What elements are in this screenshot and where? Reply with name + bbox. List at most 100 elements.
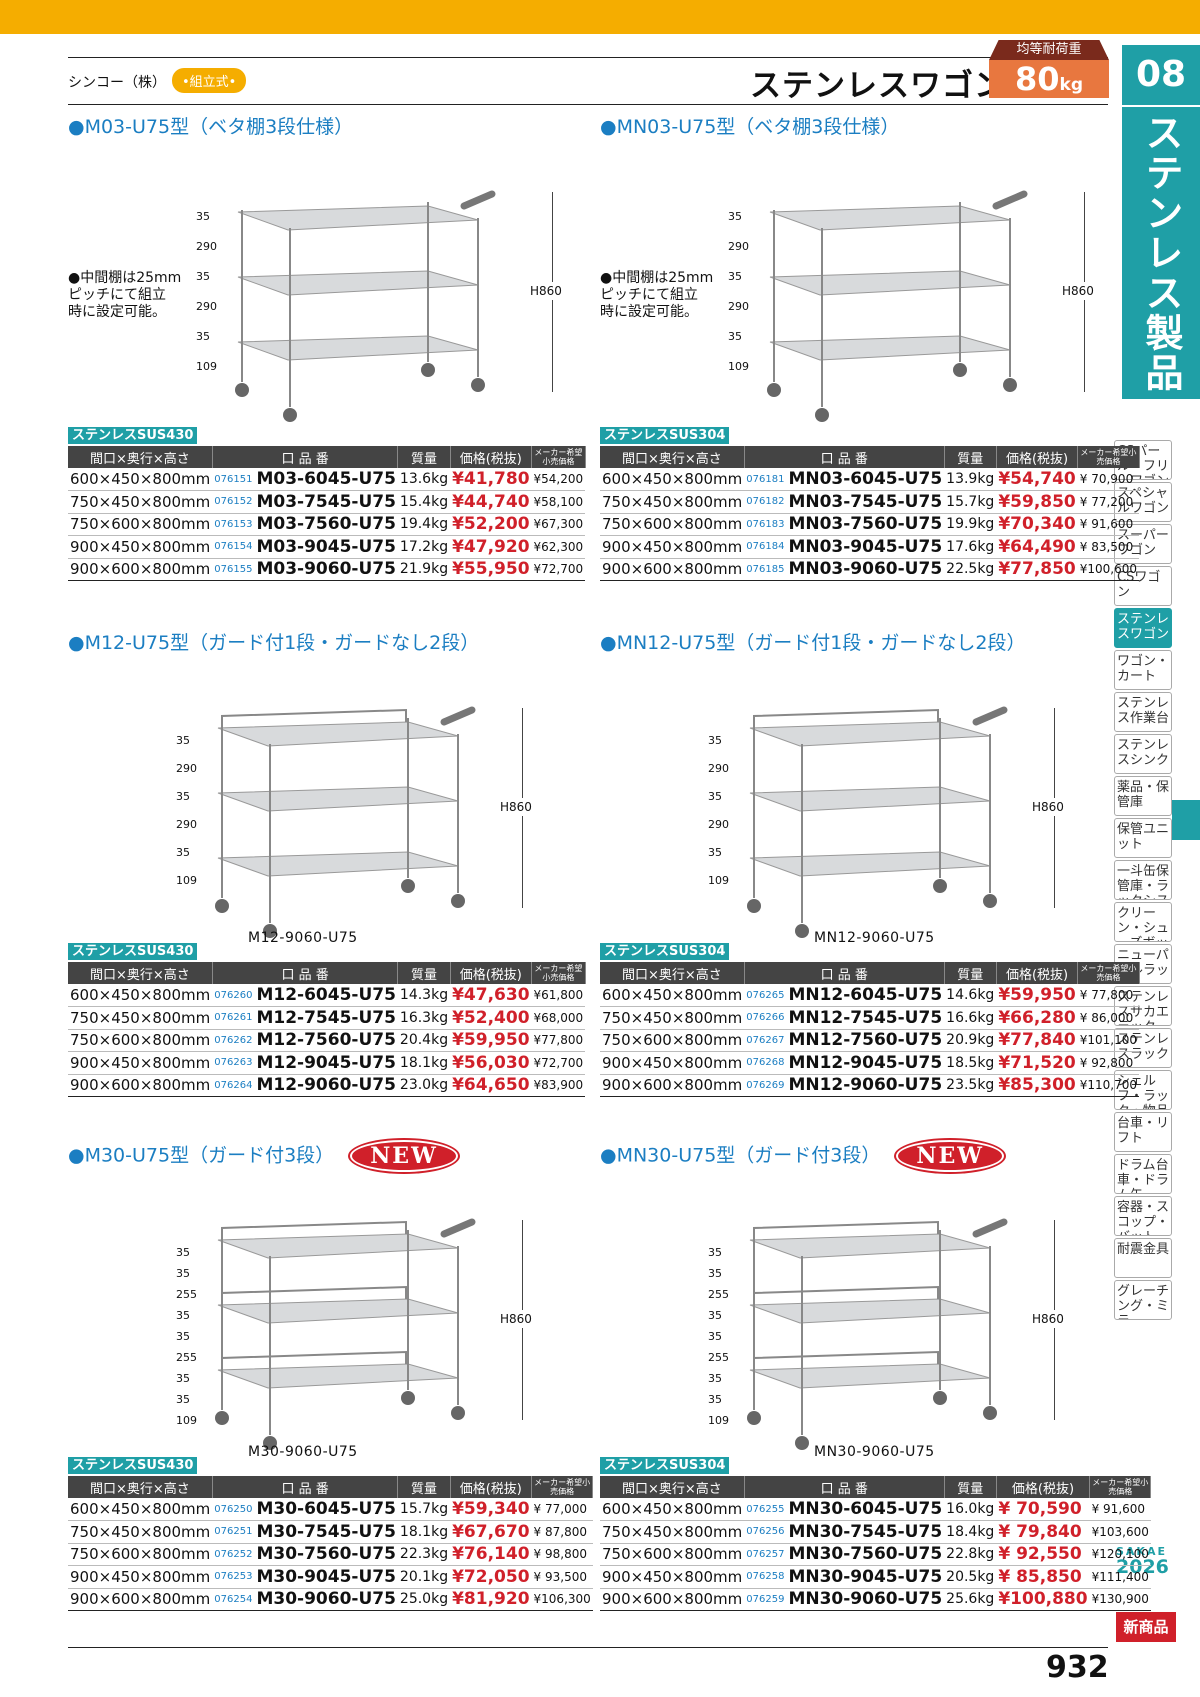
retail-cell: ¥106,300 [531, 1588, 593, 1611]
retail-cell: ¥103,600 [1089, 1520, 1151, 1544]
code-cell: 076264 [212, 1074, 255, 1097]
product-block: ●MN12-U75型（ガード付1段・ガードなし2段） 35 290 35 290 35 10… [600, 628, 1110, 1168]
model-caption: M12-9060-U75 [248, 930, 358, 946]
dimension-label: 35 [708, 734, 722, 747]
side-index-item[interactable]: 薬品・保管庫 [1114, 776, 1172, 816]
weight-cell: 22.8kg [944, 1543, 997, 1566]
price-cell: ¥ 70,590 [996, 1498, 1090, 1521]
load-capacity-value: 80kg [989, 60, 1109, 98]
model-cell: MN12-9045-U75 [786, 1051, 945, 1075]
side-index-item[interactable]: ステンレスワゴン [1114, 608, 1172, 648]
side-index-item[interactable]: 耐震金具 [1114, 1238, 1172, 1278]
dimension-label: 109 [176, 874, 197, 887]
size-cell: 600×450×800mm [68, 984, 213, 1007]
dimension-label: 290 [728, 240, 749, 253]
table-row: 900×450×800mm 076253 M30-9045-U75 20.1kg… [68, 1565, 593, 1589]
spec-table: 間口×奥行×高さ 口 品 番 質量 価格(税抜) メーカー希望小売価格 600×… [68, 962, 586, 1097]
side-index-item[interactable]: 台車・リフト [1114, 1112, 1172, 1152]
price-cell: ¥59,950 [996, 984, 1078, 1007]
table-row: 600×450×800mm 076260 M12-6045-U75 14.3kg… [68, 984, 586, 1007]
side-index-item[interactable]: ワゴン・カート [1114, 650, 1172, 690]
side-index-item[interactable]: ステンレス作業台 [1114, 692, 1172, 732]
model-cell: M30-9045-U75 [254, 1565, 398, 1589]
dimension-label: 290 [708, 818, 729, 831]
weight-cell: 16.0kg [944, 1498, 997, 1521]
size-cell: 750×600×800mm [600, 513, 745, 536]
weight-cell: 18.5kg [944, 1051, 997, 1075]
weight-cell: 13.9kg [944, 468, 997, 491]
weight-cell: 15.4kg [397, 490, 451, 514]
price-cell: ¥59,850 [996, 490, 1078, 514]
size-cell: 750×450×800mm [68, 490, 213, 514]
model-cell: MN30-7560-U75 [786, 1543, 945, 1566]
retail-cell: ¥130,900 [1089, 1588, 1151, 1611]
code-cell: 076268 [744, 1051, 787, 1075]
code-cell: 076155 [212, 558, 255, 581]
table-row: 900×450×800mm 076184 MN03-9045-U75 17.6k… [600, 535, 1140, 559]
price-cell: ¥76,140 [450, 1543, 532, 1566]
side-index-item[interactable]: ドラム台車・ドラム缶 [1114, 1154, 1172, 1194]
col-retail: メーカー希望小売価格 [1089, 1476, 1152, 1498]
col-price: 価格(税抜) [450, 446, 533, 468]
side-index-marker [1172, 800, 1200, 840]
spec-table: 間口×奥行×高さ 口 品 番 質量 価格(税抜) メーカー希望小売価格 600×… [68, 446, 586, 581]
dimension-label: 35 [708, 1393, 722, 1406]
size-cell: 900×600×800mm [68, 1074, 213, 1097]
weight-cell: 17.6kg [944, 535, 997, 559]
size-cell: 900×600×800mm [68, 558, 213, 581]
col-model: 口 品 番 [212, 962, 399, 984]
size-cell: 900×450×800mm [68, 535, 213, 559]
side-index-item[interactable]: 一斗缶保管庫・ラックシステム [1114, 860, 1172, 900]
price-cell: ¥71,520 [996, 1051, 1078, 1075]
col-weight: 質量 [397, 962, 451, 984]
weight-cell: 23.0kg [397, 1074, 451, 1097]
load-capacity-box: 均等耐荷重 80kg [989, 40, 1109, 98]
size-cell: 750×450×800mm [600, 490, 745, 514]
model-cell: M03-7545-U75 [254, 490, 398, 514]
top-accent-bar [0, 0, 1200, 34]
side-index-item[interactable]: クリーン・シューズボックス [1114, 902, 1172, 942]
col-size: 間口×奥行×高さ [68, 1476, 213, 1498]
col-price: 価格(税抜) [450, 1476, 533, 1498]
retail-cell: ¥110,700 [1077, 1074, 1140, 1097]
header-rule-bottom [68, 104, 1108, 105]
price-cell: ¥77,850 [996, 558, 1078, 581]
side-index-item[interactable]: 容器・スコップ・バット [1114, 1196, 1172, 1236]
side-index-item[interactable]: 保管ユニット [1114, 818, 1172, 858]
size-cell: 900×600×800mm [600, 558, 745, 581]
price-cell: ¥77,840 [996, 1029, 1078, 1052]
side-index-item[interactable]: グレーチング・ミラー [1114, 1280, 1172, 1320]
retail-cell: ¥67,300 [531, 513, 586, 536]
size-cell: 900×450×800mm [68, 1565, 213, 1589]
weight-cell: 18.4kg [944, 1520, 997, 1544]
size-cell: 750×450×800mm [68, 1520, 213, 1544]
dimension-label: 35 [708, 1246, 722, 1259]
weight-cell: 19.9kg [944, 513, 997, 536]
dimension-label: 255 [708, 1288, 729, 1301]
code-cell: 076269 [744, 1074, 787, 1097]
new-items-tab[interactable]: 新商品 [1116, 1612, 1176, 1642]
table-row: 900×450×800mm 076263 M12-9045-U75 18.1kg… [68, 1051, 586, 1075]
model-cell: M03-7560-U75 [254, 513, 398, 536]
col-size: 間口×奥行×高さ [68, 446, 213, 468]
table-row: 750×450×800mm 076182 MN03-7545-U75 15.7k… [600, 490, 1140, 514]
col-model: 口 品 番 [744, 446, 945, 468]
dimension-label: 255 [708, 1351, 729, 1364]
price-cell: ¥64,650 [450, 1074, 532, 1097]
dimension-label: 290 [728, 300, 749, 313]
price-cell: ¥56,030 [450, 1051, 532, 1075]
material-label: ステンレスSUS430 [68, 943, 198, 960]
col-weight: 質量 [944, 446, 997, 468]
material-label: ステンレスSUS304 [600, 1457, 730, 1474]
code-cell: 076255 [744, 1498, 787, 1521]
dimension-label: 35 [708, 790, 722, 803]
footer-rule [68, 1647, 1108, 1648]
new-badge: NEW [350, 1140, 458, 1172]
price-cell: ¥59,340 [450, 1498, 532, 1521]
height-label: H860 [500, 1310, 532, 1328]
model-cell: M12-6045-U75 [254, 984, 398, 1007]
retail-cell: ¥58,100 [531, 490, 586, 514]
code-cell: 076250 [212, 1498, 255, 1521]
col-size: 間口×奥行×高さ [68, 962, 213, 984]
side-index-item[interactable]: ステンレスシンク [1114, 734, 1172, 774]
